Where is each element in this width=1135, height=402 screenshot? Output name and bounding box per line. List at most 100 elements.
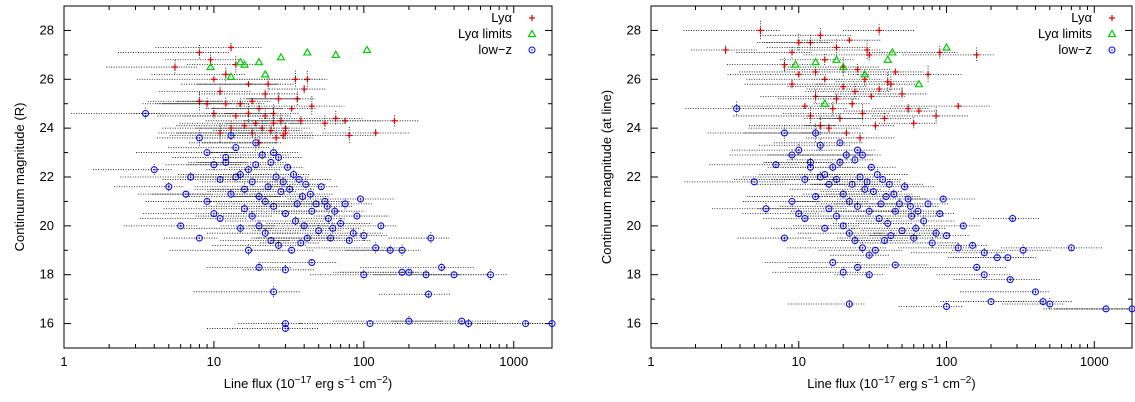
data-point [764, 259, 861, 266]
data-point [392, 317, 497, 325]
data-point [855, 215, 955, 227]
data-point [952, 244, 1052, 257]
x-axis-label-part: ) [971, 376, 975, 391]
data-point [784, 63, 891, 76]
data-point [787, 83, 867, 90]
data-point [853, 230, 921, 242]
data-point [1043, 305, 1130, 313]
y-tick-label: 16 [40, 316, 54, 331]
data-point [787, 242, 887, 254]
x-tick-label: 1000 [1080, 354, 1109, 369]
x-axis-label-superscript: −17 [295, 375, 312, 386]
data-point [816, 178, 925, 190]
data-point [834, 270, 884, 279]
data-point [770, 224, 856, 232]
data-point [310, 269, 398, 280]
x-axis-label: Line flux (10−17 erg s−1 cm−2) [807, 375, 975, 391]
series-plus [683, 20, 994, 143]
data-point [749, 116, 836, 135]
data-point [71, 107, 168, 120]
data-point [242, 264, 314, 275]
series-plus [106, 42, 419, 150]
legend-marker [1107, 29, 1117, 38]
data-point [872, 104, 931, 114]
data-point [737, 234, 813, 242]
data-point [187, 161, 285, 169]
y-tick-label: 28 [627, 22, 641, 37]
data-point [155, 42, 263, 53]
y-axis-label: Continuum magnitude (R) [12, 103, 27, 252]
data-point [856, 261, 929, 269]
left-panel: 1 10 100 1000 16 18 20 22 24 26 28 Continuum magnit… [12, 5, 556, 391]
y-tick-label: 24 [40, 120, 54, 135]
data-point [215, 170, 311, 179]
data-point [220, 220, 275, 232]
data-point [743, 123, 845, 143]
data-point [799, 168, 910, 181]
data-point [207, 262, 293, 273]
data-point [794, 197, 869, 206]
x-tick-label: 100 [353, 354, 375, 369]
data-point [207, 324, 319, 332]
data-point [151, 189, 257, 199]
data-point [709, 161, 800, 169]
data-point [902, 47, 994, 63]
data-point [691, 45, 757, 55]
data-point [158, 123, 250, 143]
series-circle-dot [684, 101, 1135, 315]
data-point [220, 150, 291, 160]
x-tick-label: 1000 [499, 354, 528, 369]
data-point [779, 201, 874, 212]
x-tick-label: 10 [792, 354, 806, 369]
data-point [255, 234, 341, 242]
plot-frame [650, 5, 1133, 349]
data-point [923, 222, 980, 230]
data-point [816, 76, 917, 92]
data-point [685, 101, 772, 116]
data-point [773, 139, 864, 147]
data-point [259, 259, 338, 266]
data-point [683, 20, 780, 41]
data-point [273, 207, 365, 216]
legend-label: Lyα limits [1038, 26, 1092, 41]
data-point [378, 290, 452, 299]
data-point [833, 218, 913, 229]
data-point [947, 252, 1033, 263]
data-point [796, 37, 881, 44]
data-point [163, 234, 218, 242]
data-point [362, 45, 372, 54]
data-point [866, 45, 958, 59]
data-point [162, 120, 262, 136]
data-point [797, 229, 884, 238]
series-circle-dot [71, 107, 556, 332]
data-point [887, 47, 897, 56]
data-point [726, 57, 819, 72]
data-point [820, 188, 904, 196]
data-point [234, 177, 303, 187]
data-point [835, 72, 920, 92]
data-point [897, 210, 955, 218]
data-point [936, 271, 1010, 279]
data-point [258, 222, 361, 235]
data-point [898, 301, 964, 312]
x-axis-label-part: cm [939, 376, 960, 391]
data-point [302, 47, 312, 56]
data-point [843, 24, 915, 37]
data-point [219, 175, 332, 183]
data-point [143, 209, 245, 218]
data-point [790, 59, 801, 68]
data-point [186, 56, 256, 73]
data-point [757, 101, 848, 116]
data-point [194, 183, 273, 196]
y-tick-label: 18 [627, 267, 641, 282]
data-point [269, 84, 326, 94]
data-point [271, 237, 371, 245]
data-point [194, 183, 293, 191]
data-point [360, 263, 474, 272]
data-point [299, 127, 375, 144]
legend-entry: low−z [1058, 42, 1116, 57]
y-tick-label: 24 [627, 120, 641, 135]
data-point [93, 164, 173, 176]
x-tick-label: 100 [936, 354, 958, 369]
